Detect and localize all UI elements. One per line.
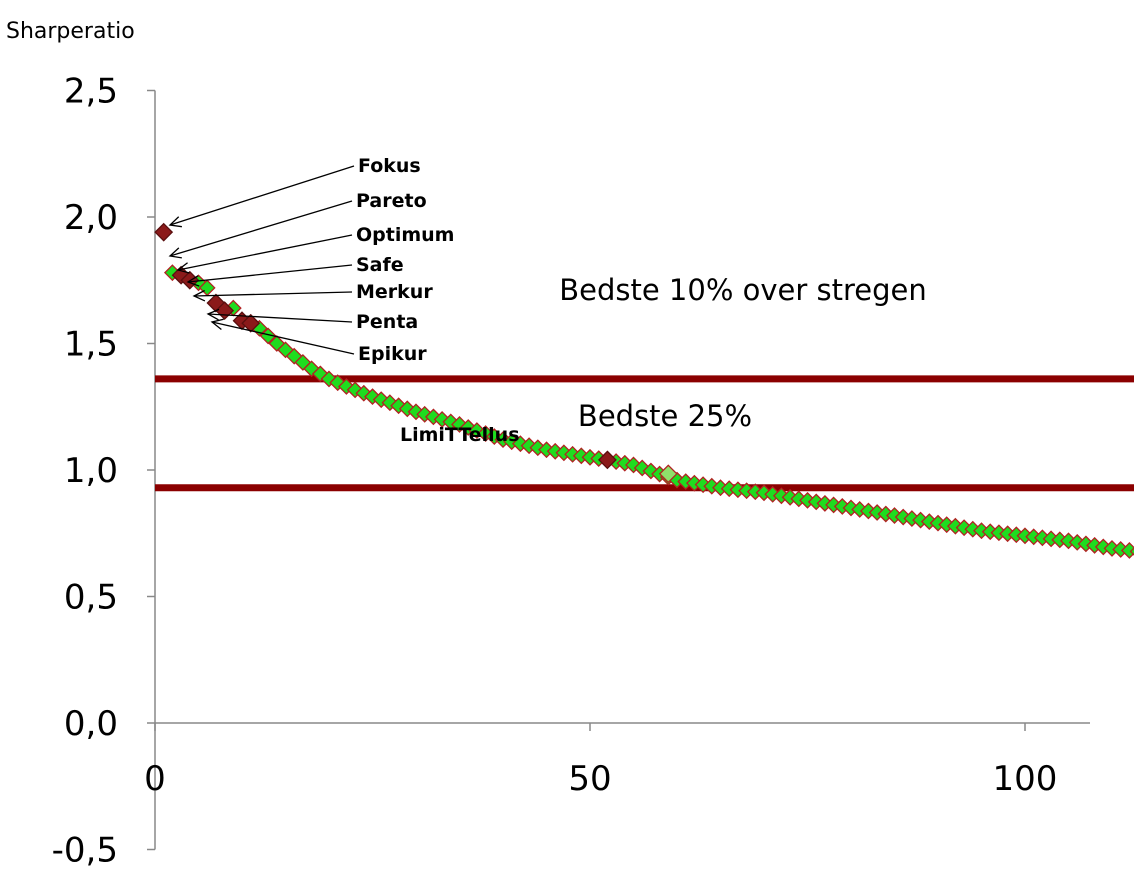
fund-point [658,464,678,484]
y-tick-label: 0,5 [64,578,118,618]
axes: -0,50,00,51,01,52,02,5050100150200 [52,72,1090,869]
x-tick-label: 0 [144,759,166,799]
fund-callouts: Fokus Pareto Optimum Safe Merkur Penta Epikur L… [168,155,520,446]
highlighted-fund-point [154,222,174,242]
y-tick-label: 2,0 [64,198,118,238]
highlighted-fund-point [241,313,261,333]
fund-label: Safe [356,254,404,276]
reference-lines: Bedste 10% over stregen Bedste 25% [155,273,1134,492]
y-axis-label: Sharperatio [6,19,135,44]
y-tick-label: 2,5 [64,72,118,112]
callout-arrow-line [187,264,353,283]
fund-label: Pareto [356,190,427,212]
x-tick-label: 50 [568,759,611,799]
reference-line-label: Bedste 10% over stregen [559,273,926,307]
callout-arrow-head [206,308,220,321]
fund-label: Fokus [358,155,421,177]
fund-point [1129,547,1134,556]
y-tick-label: 1,5 [64,325,118,365]
y-tick-label: -0,5 [52,831,118,869]
callout-arrow-head [168,216,182,228]
callout-arrow-line [169,200,353,257]
callout-arrow-head [176,262,190,274]
callout-arrow-line [207,313,353,323]
callout-arrow-head [168,247,182,259]
fund-label: Optimum [356,224,454,246]
fund-point [1120,542,1134,559]
fund-label: Merkur [356,281,433,303]
fund-label: LimiTTellus [400,424,520,446]
highlighted-fund-point [597,450,617,470]
callout-arrow-line [211,321,355,355]
callout-arrow-head [186,275,200,287]
fund-label: Penta [356,311,418,333]
fund-label: Epikur [358,343,427,365]
reference-line-label: Bedste 25% [578,399,752,433]
y-tick-label: 0,0 [64,704,118,744]
x-tick-label: 100 [993,759,1058,799]
callout-arrow-line [169,165,355,226]
callout-arrow-head [192,289,206,302]
callout-arrow-head [210,318,224,330]
callout-arrow-line [177,234,353,271]
y-tick-label: 1,0 [64,451,118,491]
data-points [154,222,1134,559]
callout-arrow-line [193,291,353,297]
